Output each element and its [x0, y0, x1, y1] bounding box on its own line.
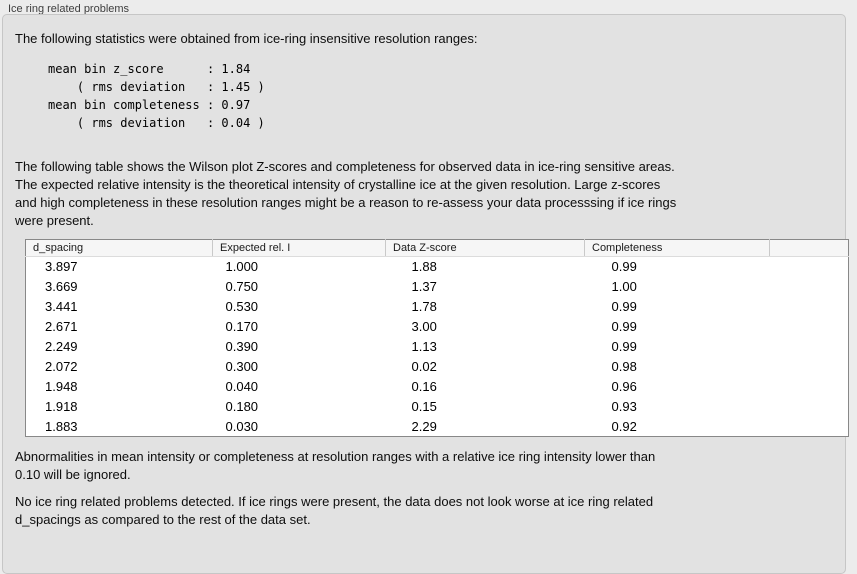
column-header-expected-rel-i[interactable]: Expected rel. I — [212, 239, 386, 257]
table-cell: 0.92 — [611, 418, 637, 434]
table-header-row: d_spacing Expected rel. I Data Z-score C… — [25, 239, 849, 257]
table-cell-filler — [770, 417, 849, 437]
conclusion-text: No ice ring related problems detected. I… — [15, 494, 654, 527]
table-cell: 1.13 — [411, 339, 437, 354]
table-cell: 0.15 — [411, 399, 437, 414]
table-row[interactable]: 2.072 0.300 0.02 0.98 — [26, 357, 849, 377]
table-cell: 2.072 — [45, 359, 78, 374]
table-cell: 0.530 — [225, 299, 259, 314]
table-cell: 1.88 — [411, 259, 437, 275]
table-cell-filler — [770, 337, 849, 357]
table-cell: 0.98 — [611, 359, 637, 374]
groupbox-title: Ice ring related problems — [8, 3, 130, 15]
table-row[interactable]: 1.918 0.180 0.15 0.93 — [26, 397, 849, 417]
table-row[interactable]: 3.669 0.750 1.37 1.00 — [26, 277, 849, 297]
table-cell: 0.02 — [411, 359, 437, 374]
table-cell: 0.99 — [611, 299, 637, 314]
table-cell: 1.948 — [45, 379, 78, 394]
table-body: 3.897 1.000 1.88 0.99 3.669 0.750 1.37 1.00 3.44… — [26, 257, 849, 437]
table-cell: 0.96 — [611, 379, 637, 394]
table-cell: 0.300 — [225, 359, 259, 374]
table-row[interactable]: 2.249 0.390 1.13 0.99 — [26, 337, 849, 357]
table-cell: 0.180 — [225, 399, 259, 414]
table-cell-filler — [770, 317, 849, 337]
table-cell-filler — [770, 297, 849, 317]
ice-ring-panel: The following statistics were obtained f… — [2, 14, 849, 574]
table-cell: 3.00 — [411, 319, 437, 334]
table-cell-filler — [770, 357, 849, 377]
table-row[interactable]: 3.897 1.000 1.88 0.99 — [26, 257, 849, 277]
table-cell: 1.37 — [411, 279, 437, 294]
table-cell-filler — [770, 257, 849, 277]
table-cell: 0.170 — [225, 319, 259, 334]
table-cell: 2.29 — [411, 418, 437, 434]
table-cell: 3.669 — [45, 279, 78, 294]
description-text: The following table shows the Wilson plo… — [15, 159, 677, 228]
intro-text: The following statistics were obtained f… — [15, 31, 478, 46]
table-row[interactable]: 1.948 0.040 0.16 0.96 — [26, 377, 849, 397]
column-header-d-spacing[interactable]: d_spacing — [25, 239, 213, 257]
table-cell: 1.000 — [225, 259, 259, 275]
table-cell: 1.78 — [411, 299, 437, 314]
table-row[interactable]: 1.883 0.030 2.29 0.92 — [26, 417, 849, 437]
table-cell: 0.99 — [611, 339, 637, 354]
table-cell: 1.00 — [611, 279, 637, 294]
table-cell-filler — [770, 277, 849, 297]
table-cell-filler — [770, 397, 849, 417]
table-cell: 2.671 — [45, 319, 78, 334]
stats-summary-block: mean bin z_score : 1.84 ( rms deviation … — [48, 62, 265, 130]
column-header-data-z-score[interactable]: Data Z-score — [385, 239, 585, 257]
footnote-text: Abnormalities in mean intensity or compl… — [15, 449, 656, 482]
column-header-spacer — [769, 239, 849, 257]
table-cell: 2.249 — [45, 339, 78, 354]
table-cell: 0.99 — [611, 319, 637, 334]
ice-ring-table: d_spacing Expected rel. I Data Z-score C… — [25, 239, 849, 437]
table-cell: 0.390 — [225, 339, 259, 354]
table-cell: 3.441 — [45, 299, 78, 314]
table-cell: 0.040 — [225, 379, 259, 394]
table-cell: 0.750 — [225, 279, 259, 294]
table-cell: 0.16 — [411, 379, 437, 394]
table-cell: 3.897 — [45, 259, 78, 275]
table-cell: 0.030 — [225, 418, 259, 434]
table-cell: 0.93 — [611, 399, 637, 414]
table-cell: 1.883 — [45, 418, 78, 434]
table-row[interactable]: 2.671 0.170 3.00 0.99 — [26, 317, 849, 337]
table-cell: 0.99 — [611, 259, 637, 275]
table-cell: 1.918 — [45, 399, 78, 414]
table-cell-filler — [770, 377, 849, 397]
table-row[interactable]: 3.441 0.530 1.78 0.99 — [26, 297, 849, 317]
column-header-completeness[interactable]: Completeness — [584, 239, 770, 257]
